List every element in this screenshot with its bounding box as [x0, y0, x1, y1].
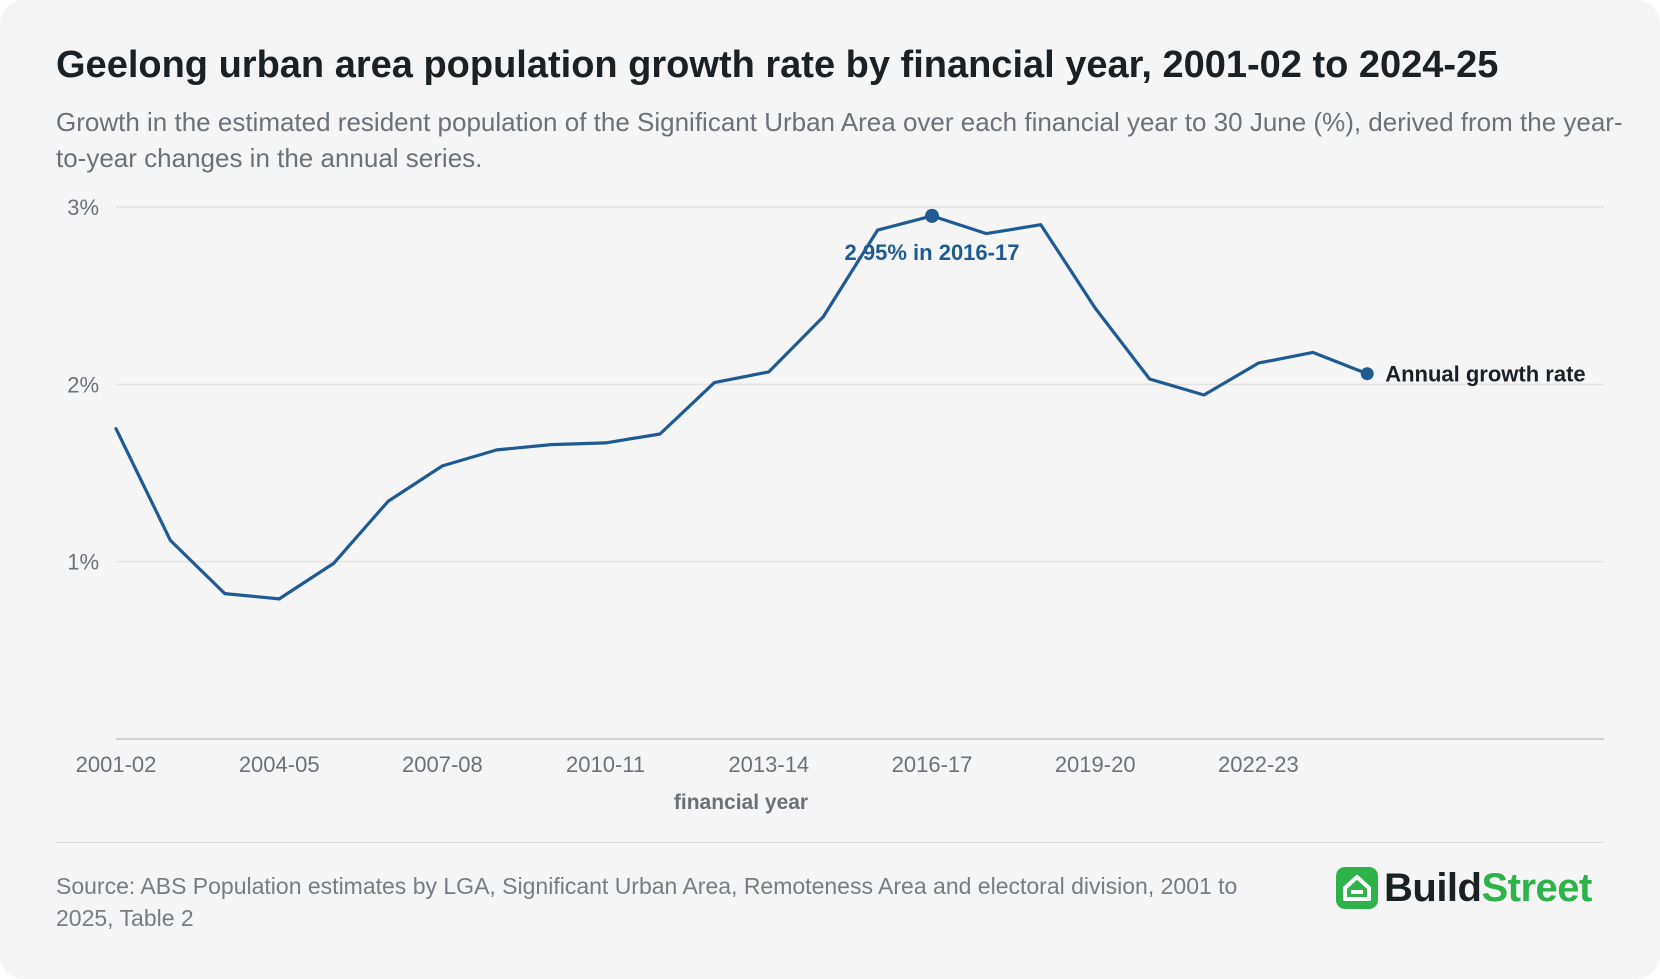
peak-marker: [925, 208, 939, 223]
series-line: [114, 214, 1369, 601]
logo-text-street: Street: [1481, 866, 1592, 910]
y-tick-labels: 1% 2% 3%: [67, 195, 99, 575]
peak-annotation: 2.95% in 2016-17: [845, 240, 1020, 265]
y-tick-label: 3%: [67, 195, 99, 220]
x-tick-label: 2019-20: [1055, 752, 1136, 777]
x-tick-label: 2022-23: [1218, 752, 1299, 777]
x-tick-label: 2007-08: [402, 752, 483, 777]
house-icon: [1336, 867, 1378, 909]
y-tick-label: 2%: [67, 372, 99, 397]
x-tick-label: 2001-02: [76, 752, 157, 777]
x-axis-title: financial year: [674, 791, 808, 814]
y-tick-label: 1%: [67, 550, 99, 575]
gridlines: [116, 206, 1604, 563]
series-label: Annual growth rate: [1385, 362, 1585, 387]
chart-subtitle: Growth in the estimated resident populat…: [56, 107, 1623, 173]
end-marker: [1360, 367, 1374, 381]
buildstreet-logo: BuildStreet: [1336, 866, 1592, 910]
data-markers: [925, 208, 1374, 381]
x-tick-label: 2010-11: [566, 752, 645, 777]
footer-divider: [56, 842, 1604, 843]
chart-title: Geelong urban area population growth rat…: [56, 44, 1499, 86]
logo-text-build: Build: [1384, 866, 1482, 910]
x-tick-label: 2016-17: [892, 752, 973, 777]
x-tick-label: 2013-14: [728, 752, 809, 777]
x-tick-labels: 2001-02 2004-05 2007-08 2010-11 2013-14 2016-…: [76, 752, 1299, 777]
x-tick-label: 2004-05: [239, 752, 320, 777]
source-note: Source: ABS Population estimates by LGA,…: [56, 873, 1238, 931]
